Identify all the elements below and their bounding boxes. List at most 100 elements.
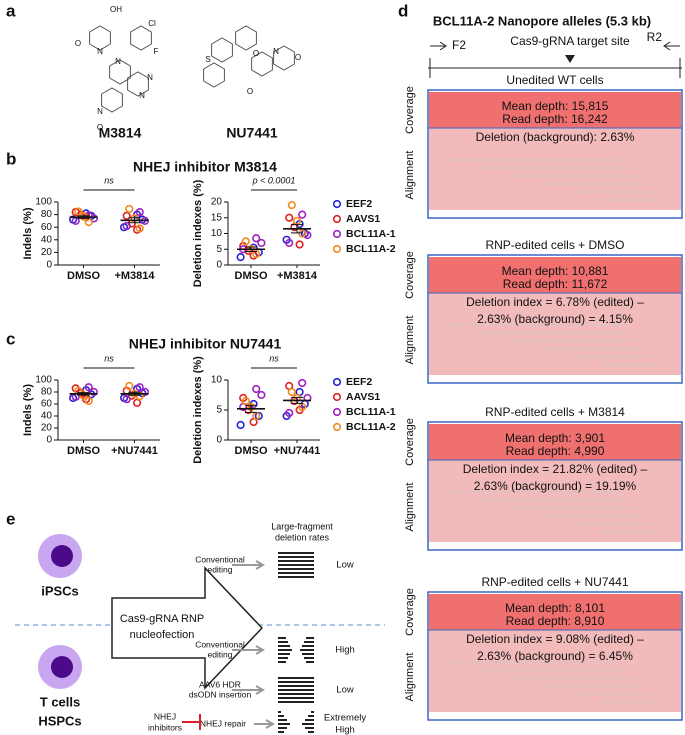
rate-label: High [335, 645, 355, 656]
track-label: Coverage [404, 251, 416, 299]
panel-title: NHEJ inhibitor NU7441 [129, 336, 282, 352]
error-bar [291, 396, 303, 404]
ring [273, 45, 295, 71]
y-tick-label: 80 [41, 209, 53, 220]
block-text: Deletion index = 21.82% (edited) – [463, 462, 648, 476]
x-tick-label: +M3814 [277, 270, 318, 282]
atom-label: N [147, 73, 153, 82]
dot [287, 387, 296, 397]
y-tick-label: 0 [216, 435, 222, 446]
coverage-track [429, 92, 681, 128]
dot [89, 387, 98, 397]
block-text: 2.63% (background) = 19.19% [474, 479, 637, 493]
y-tick-label: 20 [41, 247, 53, 258]
dot [254, 411, 263, 421]
dot [135, 383, 144, 392]
y-tick-label: 0 [216, 260, 222, 271]
y-axis-label: Deletion indexes (%) [192, 356, 204, 464]
error-bar [128, 391, 141, 396]
track-label: Coverage [404, 588, 416, 636]
legend-marker [332, 422, 342, 432]
atom-label: N [97, 107, 103, 116]
block-text: Mean depth: 3,901 [505, 431, 605, 445]
legend-label: AAVS1 [346, 391, 380, 403]
ring [235, 25, 257, 51]
track-label: Alignment [404, 483, 416, 532]
coverage-track [429, 257, 681, 293]
legend-marker [332, 244, 342, 254]
y-tick-label: 20 [41, 423, 53, 434]
inhibitor-label: inhibitors [148, 722, 182, 732]
atom-label: S [205, 55, 210, 64]
dot [236, 253, 245, 262]
gray-arrow [232, 645, 266, 655]
ring [130, 25, 152, 51]
row-label: Conventional [195, 554, 245, 564]
ring [109, 59, 131, 85]
block-title: RNP-edited cells + NU7441 [481, 575, 628, 589]
y-axis-label: Indels (%) [22, 207, 34, 259]
track-label: Coverage [404, 418, 416, 466]
x-tick-label: +M3814 [114, 270, 155, 282]
rate-label: High [335, 725, 355, 735]
block-title: Unedited WT cells [506, 73, 603, 87]
block-text: Read depth: 16,242 [502, 112, 608, 126]
error-bar [77, 392, 90, 396]
block-text: Mean depth: 8,101 [505, 601, 605, 615]
ring [203, 62, 225, 88]
y-tick-label: 10 [211, 228, 223, 239]
y-tick-label: 100 [35, 375, 52, 386]
sig-label: ns [269, 353, 279, 363]
alignment-track [429, 128, 681, 210]
atom-label: N [97, 47, 103, 56]
dot [74, 207, 83, 216]
e-header: Large-fragment [271, 521, 333, 531]
legend-label: BCL11A-2 [346, 421, 396, 433]
atom-label: Cl [148, 19, 156, 28]
y-tick-label: 0 [46, 260, 52, 271]
sig-label: ns [104, 353, 114, 363]
legend-label: BCL11A-1 [346, 406, 396, 418]
block-title: RNP-edited cells + M3814 [485, 405, 625, 419]
y-tick-label: 5 [216, 244, 222, 255]
legend-marker [332, 377, 342, 387]
dot [257, 238, 266, 248]
rate-label: Low [336, 685, 354, 696]
dot [241, 237, 250, 246]
dot [252, 249, 261, 259]
x-tick-label: DMSO [67, 445, 100, 457]
dot [252, 384, 261, 394]
x-tick-label: DMSO [67, 270, 100, 282]
legend-label: EEF2 [346, 376, 372, 388]
atom-label: O [75, 39, 81, 48]
dot [135, 207, 144, 217]
atom-label: O [97, 123, 103, 132]
dot [285, 408, 294, 418]
y-tick-label: 0 [46, 435, 52, 446]
block-text: 2.63% (background) = 4.15% [477, 312, 633, 326]
alignment-track [429, 630, 681, 712]
dot [298, 229, 307, 238]
track-box [427, 89, 683, 219]
row-label: NHEJ repair [200, 718, 246, 728]
legend-label: AAVS1 [346, 213, 380, 225]
y-tick-label: 100 [35, 197, 52, 208]
y-axis-label: Indels (%) [22, 384, 34, 436]
cell-label: HSPCs [38, 713, 81, 728]
coverage-track [429, 594, 681, 630]
coverage-track [429, 424, 681, 460]
primer-arrow [663, 41, 680, 51]
error-bar [77, 215, 90, 219]
block-text: 2.63% (background) = 6.45% [477, 649, 633, 663]
legend-marker [332, 407, 342, 417]
row-label: dsODN insertion [189, 689, 252, 699]
arrow-text: nucleofection [130, 629, 195, 641]
track-box [427, 421, 683, 551]
legend-marker [332, 199, 342, 209]
atom-label: F [154, 47, 159, 56]
atom-label: O [247, 87, 253, 96]
atom-label: N [273, 47, 279, 56]
row-label: AAV6 HDR [199, 679, 241, 689]
